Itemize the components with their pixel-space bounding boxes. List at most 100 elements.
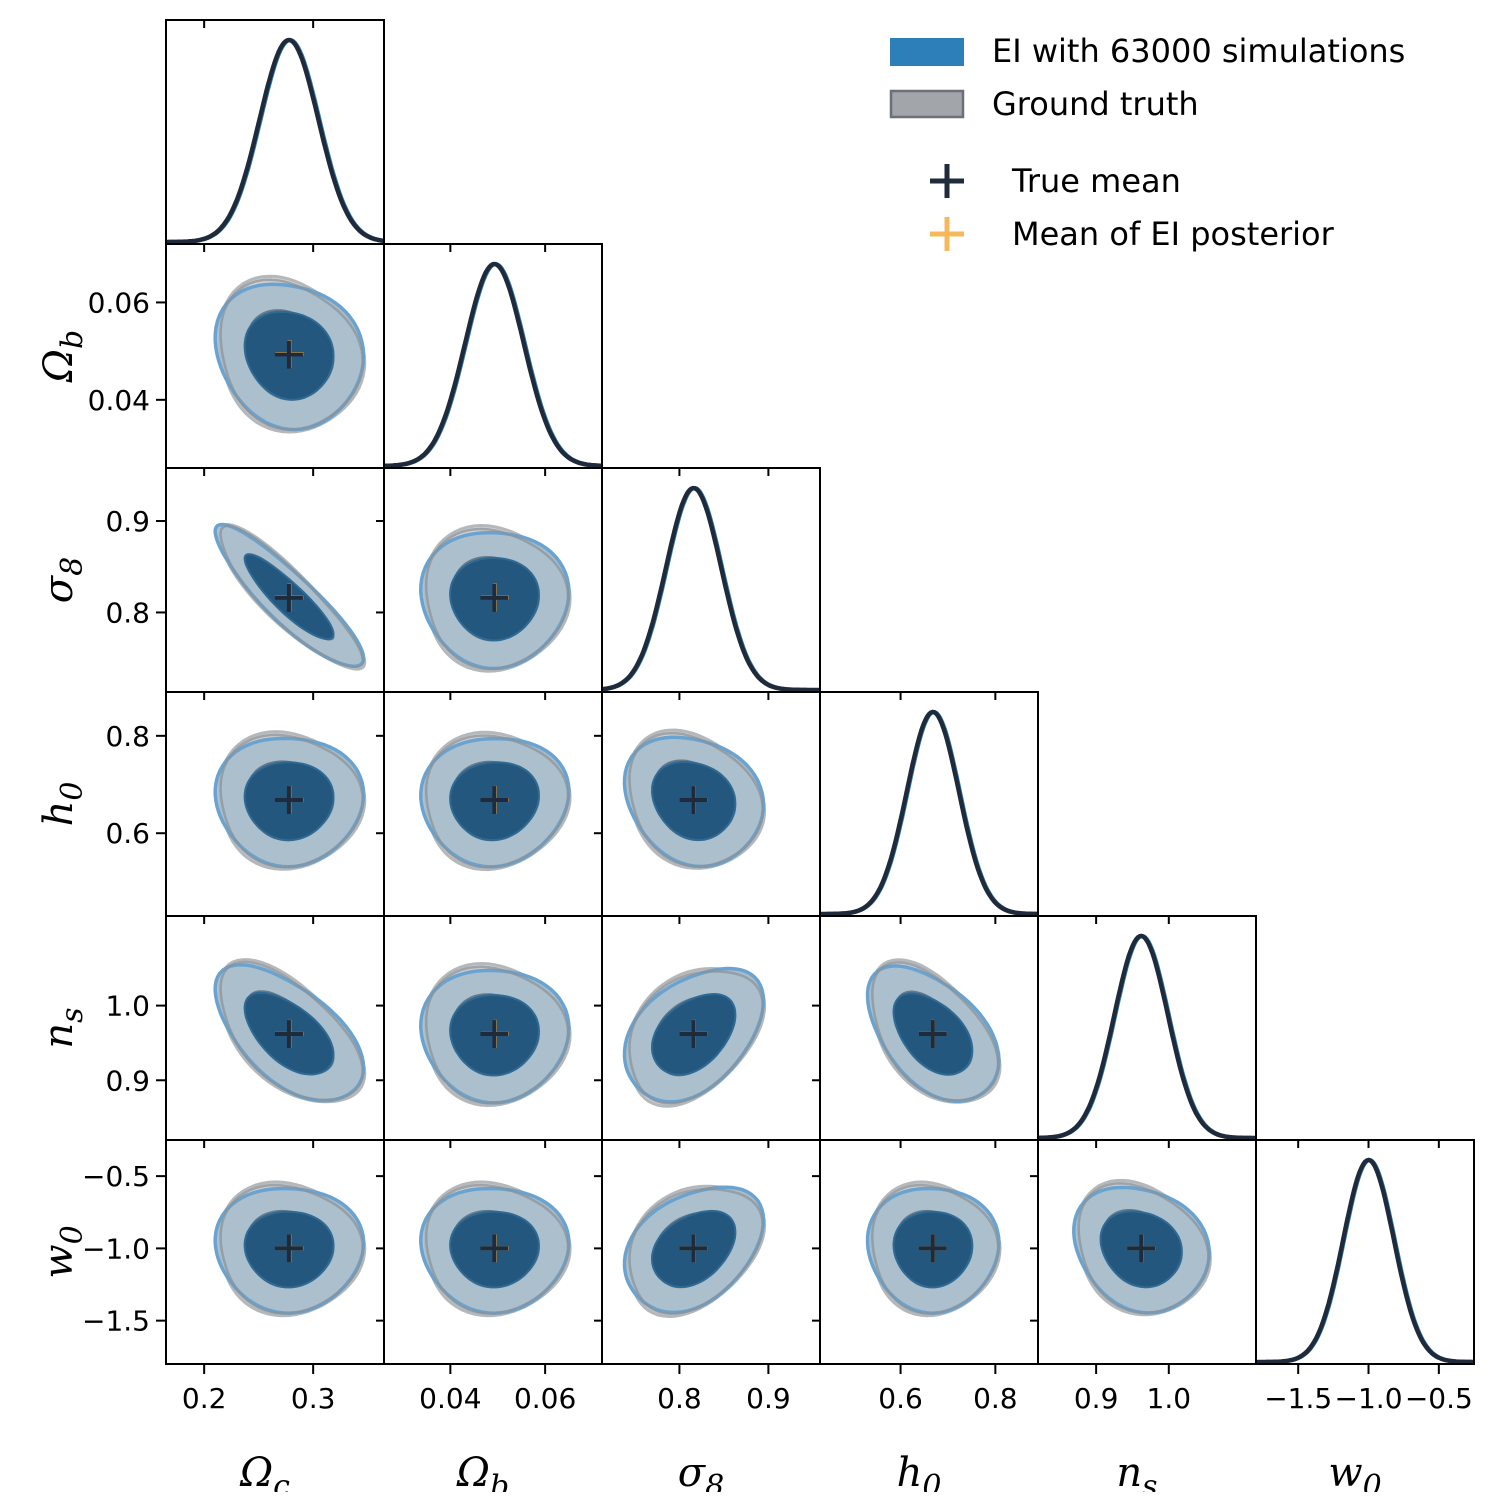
panel-sigma_8-vs-omega_b xyxy=(376,467,603,693)
panel-frame xyxy=(1037,915,1257,1141)
panel-content xyxy=(213,730,367,871)
y-axis-label-sub: 0 xyxy=(55,1225,90,1244)
x-axis-label-sub: b xyxy=(490,1469,509,1492)
panel-h_0-vs-omega_b xyxy=(376,691,603,917)
panel-frame xyxy=(819,691,1039,917)
y-axis-label-n_s: ns xyxy=(36,1007,90,1048)
panel-content xyxy=(1038,933,1256,1140)
y-axis-label-sigma_8: σ8 xyxy=(36,557,90,603)
x-tick-label-w_0: −0.5 xyxy=(1405,1382,1473,1415)
panel-content xyxy=(820,709,1038,916)
truth-contour-95-line xyxy=(219,960,364,1102)
density-ei-omega_c xyxy=(166,37,384,244)
truth-contour-95-line xyxy=(628,970,764,1105)
legend-marker-ei-mean xyxy=(930,217,964,251)
x-tick-label-sigma_8: 0.9 xyxy=(746,1382,791,1415)
panel-h_0-vs-sigma_8 xyxy=(594,691,821,917)
legend-label-ei: EI with 63000 simulations xyxy=(992,32,1405,70)
panel-content xyxy=(166,37,384,244)
legend-swatch-ei xyxy=(890,38,964,66)
x-tick-label-omega_b: 0.04 xyxy=(419,1382,481,1415)
y-axis-label-omega_b: Ωb xyxy=(36,330,90,383)
y-axis-label-sub: b xyxy=(55,330,90,349)
y-axis-label-w_0: w0 xyxy=(36,1225,90,1278)
panel-omega_b-vs-omega_c xyxy=(156,243,385,469)
legend-label-true-mean: True mean xyxy=(1011,162,1181,200)
truth-contour-95-line xyxy=(628,731,764,868)
panel-n_s-vs-h_0 xyxy=(812,915,1039,1141)
panel-content xyxy=(1072,1178,1212,1317)
legend-label-ground-truth: Ground truth xyxy=(992,85,1199,123)
truth-contour-95-line xyxy=(424,1183,570,1315)
x-axis-label-sub: s xyxy=(1142,1469,1157,1492)
panels-layer: 0.2 0.3 Ωc 0.04 0.06 Ωb 0.8 0.9 σ8 0.6 0.8 h0 0.9 1.0… xyxy=(36,19,1475,1497)
x-tick-label-n_s: 1.0 xyxy=(1147,1382,1192,1415)
density-truth-sigma_8 xyxy=(602,485,820,692)
panel-content xyxy=(865,1180,1002,1318)
panel-n_s-vs-omega_b xyxy=(376,915,603,1141)
y-tick-label-w_0: −0.5 xyxy=(82,1160,150,1193)
x-tick-label-n_s: 0.9 xyxy=(1074,1382,1119,1415)
panel-content xyxy=(419,1180,572,1318)
panel-omega_b-vs-omega_b xyxy=(383,243,603,469)
panel-w_0-vs-omega_c xyxy=(156,1139,385,1374)
y-tick-label-w_0: −1.0 xyxy=(82,1232,150,1265)
density-truth-w_0 xyxy=(1256,1157,1474,1364)
y-tick-label-h_0: 0.6 xyxy=(105,817,150,850)
y-tick-label-n_s: 0.9 xyxy=(105,1064,150,1097)
panel-w_0-vs-omega_b xyxy=(376,1139,603,1374)
legend-label-ei-mean: Mean of EI posterior xyxy=(1012,215,1335,253)
panel-frame xyxy=(165,19,385,245)
density-truth-omega_c xyxy=(166,37,384,244)
panel-sigma_8-vs-omega_c xyxy=(156,467,385,693)
y-tick-label-h_0: 0.8 xyxy=(105,720,150,753)
panel-content xyxy=(213,1180,367,1318)
panel-content xyxy=(213,958,367,1104)
x-axis-label-sub: 0 xyxy=(922,1469,941,1492)
panel-n_s-vs-omega_c xyxy=(156,915,385,1141)
panel-content xyxy=(213,522,367,671)
x-tick-label-w_0: −1.0 xyxy=(1335,1382,1403,1415)
y-tick-label-w_0: −1.5 xyxy=(82,1305,150,1338)
truth-contour-95-line xyxy=(424,734,570,869)
panel-content xyxy=(622,728,767,870)
panel-n_s-vs-sigma_8 xyxy=(594,915,821,1141)
panel-content xyxy=(865,958,1002,1104)
panel-content xyxy=(1256,1157,1474,1364)
truth-contour-95-line xyxy=(219,1183,364,1315)
legend-swatch-ground-truth xyxy=(889,89,965,119)
x-axis-label-h_0: h0 xyxy=(897,1450,942,1492)
density-ei-omega_b xyxy=(384,262,602,468)
x-axis-label-sub: 0 xyxy=(1363,1469,1382,1492)
y-tick-label-omega_b: 0.04 xyxy=(88,384,150,417)
panel-content xyxy=(419,730,572,872)
truth-contour-95-line xyxy=(1077,1182,1210,1314)
x-tick-label-h_0: 0.8 xyxy=(973,1382,1018,1415)
truth-contour-95-line xyxy=(424,527,570,671)
panel-content xyxy=(622,966,767,1108)
density-ei-n_s xyxy=(1038,934,1256,1140)
truth-contour-95-line xyxy=(628,1187,764,1315)
panel-w_0-vs-w_0 xyxy=(1255,1139,1475,1374)
panel-content xyxy=(213,274,367,434)
legend-marker-true-mean xyxy=(930,164,964,198)
panel-content xyxy=(419,961,572,1108)
panel-h_0-vs-omega_c xyxy=(156,691,385,917)
truth-contour-95-line xyxy=(424,965,570,1105)
y-tick-label-sigma_8: 0.8 xyxy=(105,596,150,629)
y-tick-label-sigma_8: 0.9 xyxy=(105,505,150,538)
panel-omega_c-vs-omega_c xyxy=(165,19,385,245)
panel-content xyxy=(384,261,602,468)
panel-h_0-vs-h_0 xyxy=(819,691,1039,917)
x-axis-label-omega_b: Ωb xyxy=(456,1450,509,1492)
x-tick-label-w_0: −1.5 xyxy=(1264,1382,1332,1415)
y-axis-label-sub: s xyxy=(55,1007,90,1022)
x-axis-label-sigma_8: σ8 xyxy=(678,1450,724,1492)
y-axis-label-h_0: h0 xyxy=(36,782,90,827)
x-tick-label-omega_b: 0.06 xyxy=(514,1382,576,1415)
x-axis-label-sub: 8 xyxy=(705,1469,724,1492)
panel-frame xyxy=(601,467,821,693)
x-tick-label-omega_c: 0.3 xyxy=(291,1382,336,1415)
